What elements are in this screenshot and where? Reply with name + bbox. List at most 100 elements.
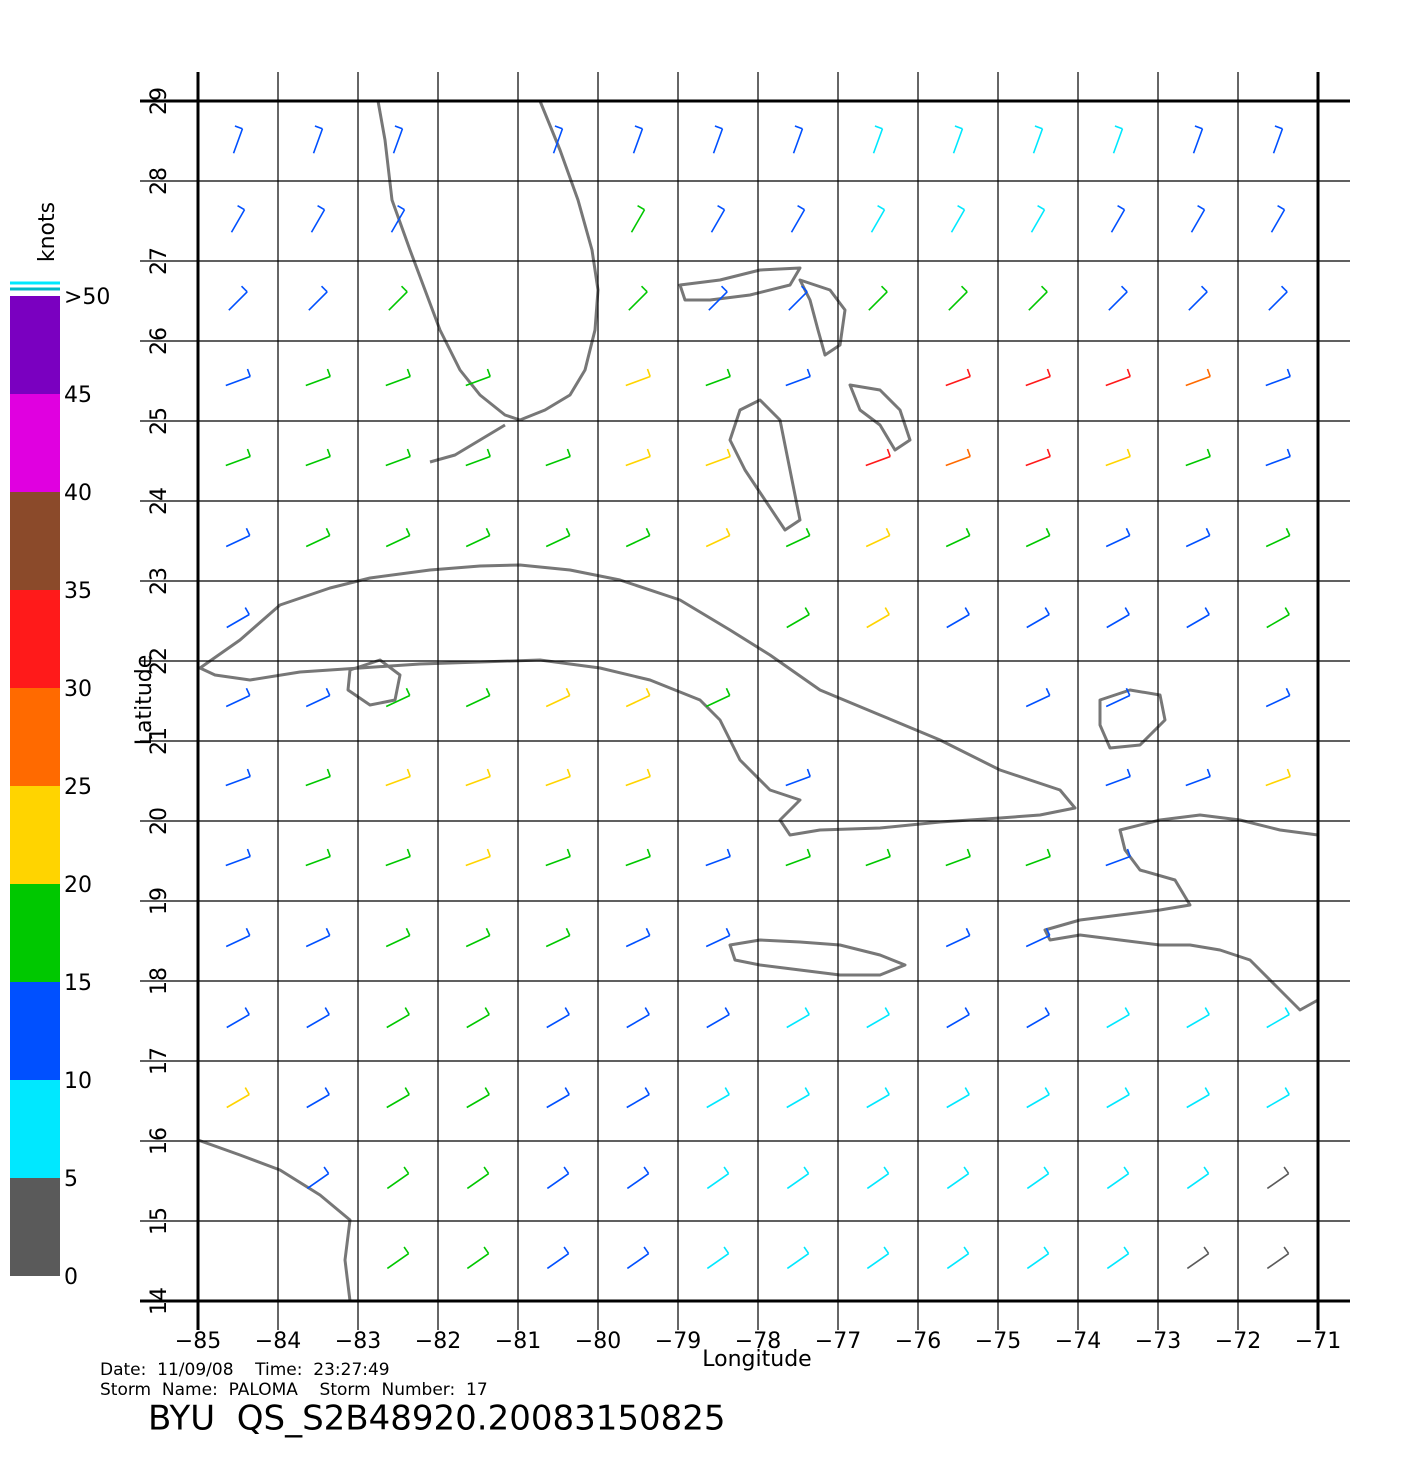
- wind-barb: [1106, 1246, 1130, 1270]
- wind-barb: [945, 448, 971, 467]
- wind-barb: [465, 368, 491, 387]
- wind-barb: [312, 125, 324, 154]
- coast-isla-juventud: [346, 658, 402, 707]
- wind-barb: [1105, 448, 1131, 467]
- wind-barb: [1185, 768, 1211, 787]
- wind-barb: [945, 848, 971, 867]
- wind-barb: [1268, 285, 1288, 311]
- wind-barb: [628, 285, 648, 311]
- wind-barb: [1265, 368, 1291, 387]
- wind-barb: [305, 768, 331, 787]
- wind-barb: [310, 205, 326, 233]
- y-tick-label: 26: [147, 327, 172, 355]
- wind-barb: [1106, 607, 1130, 629]
- wind-barb: [945, 927, 971, 948]
- wind-barb: [1188, 285, 1208, 311]
- wind-barb: [385, 927, 411, 948]
- wind-barb: [386, 1007, 410, 1029]
- wind-barb: [386, 1246, 410, 1270]
- coast-grand-bahama: [678, 266, 802, 302]
- wind-barb: [305, 687, 331, 708]
- x-tick-label: −79: [655, 1329, 701, 1354]
- wind-barb: [305, 848, 331, 867]
- y-tick-label: 29: [147, 87, 172, 115]
- wind-barb: [225, 368, 251, 387]
- colorbar-tick-label: 40: [64, 481, 92, 506]
- wind-barb: [708, 285, 728, 311]
- wind-barb: [1272, 125, 1284, 154]
- footer-title: BYU QS_S2B48920.20083150825: [148, 1399, 726, 1439]
- wind-barb: [465, 527, 491, 548]
- colorbar-tick-label: >50: [64, 285, 110, 310]
- wind-barb: [785, 527, 811, 548]
- wind-barb: [786, 1007, 810, 1029]
- wind-barb: [1028, 285, 1048, 311]
- wind-barb: [226, 607, 250, 629]
- x-tick-label: −82: [415, 1329, 461, 1354]
- coast-eleuthera: [848, 383, 912, 452]
- coast-andros: [728, 398, 802, 532]
- x-tick-label: −85: [175, 1329, 221, 1354]
- wind-barb: [306, 1166, 330, 1190]
- wind-barb: [1105, 527, 1131, 548]
- coast-central-america: [197, 1138, 352, 1302]
- colorbar-segment: [10, 688, 60, 786]
- wind-barb: [1186, 607, 1210, 629]
- wind-barb: [946, 1246, 970, 1270]
- wind-barb: [305, 368, 331, 387]
- x-tick-label: −72: [1215, 1329, 1261, 1354]
- wind-barb: [866, 607, 890, 629]
- coast-hispaniola: [1043, 813, 1320, 1012]
- wind-barb: [1265, 448, 1291, 467]
- wind-barb: [465, 687, 491, 708]
- wind-barb: [625, 768, 651, 787]
- colorbar-tick-label: 35: [64, 579, 92, 604]
- wind-barb: [625, 687, 651, 708]
- y-tick-label: 22: [147, 647, 172, 675]
- wind-barb: [948, 285, 968, 311]
- wind-barb: [625, 848, 651, 867]
- wind-barb: [1025, 848, 1051, 867]
- coast-keys: [429, 423, 506, 464]
- wind-barb: [945, 527, 971, 548]
- y-axis-label: Latitude: [132, 655, 157, 746]
- wind-barb: [785, 848, 811, 867]
- x-tick-label: −74: [1055, 1329, 1101, 1354]
- wind-barb: [706, 1166, 730, 1190]
- colorbar-segment: [10, 786, 60, 884]
- colorbar-label: knots: [35, 202, 60, 262]
- wind-barb: [1026, 1166, 1050, 1190]
- wind-barb: [710, 205, 726, 233]
- wind-barb: [1266, 1166, 1290, 1190]
- wind-barb: [552, 125, 564, 154]
- wind-barb: [1026, 1007, 1050, 1029]
- colorbar-segment: [10, 982, 60, 1080]
- footer-date: Date: 11/09/08 Time: 23:27:49: [100, 1360, 390, 1380]
- wind-barb: [790, 205, 806, 233]
- wind-barb: [865, 527, 891, 548]
- wind-barb: [1110, 205, 1126, 233]
- wind-barb: [705, 927, 731, 948]
- wind-barb: [465, 768, 491, 787]
- wind-barb: [872, 125, 884, 154]
- wind-barb: [225, 448, 251, 467]
- colorbar-tick-label: 45: [64, 383, 92, 408]
- y-tick-label: 20: [147, 807, 172, 835]
- y-tick-label: 19: [147, 887, 172, 915]
- wind-barb: [1265, 527, 1291, 548]
- x-tick-label: −78: [735, 1329, 781, 1354]
- wind-barb: [1266, 607, 1290, 629]
- wind-barb: [225, 848, 251, 867]
- wind-barb: [632, 125, 644, 154]
- wind-barb: [1266, 1007, 1290, 1029]
- coast-inagua: [1098, 688, 1167, 750]
- x-tick-label: −73: [1135, 1329, 1181, 1354]
- wind-barb: [865, 448, 891, 467]
- wind-barb: [546, 1007, 570, 1029]
- colorbar-tick-label: 10: [64, 1069, 92, 1094]
- wind-barb: [305, 927, 331, 948]
- wind-barb: [705, 368, 731, 387]
- wind-barb: [1186, 1246, 1210, 1270]
- wind-barb: [950, 205, 966, 233]
